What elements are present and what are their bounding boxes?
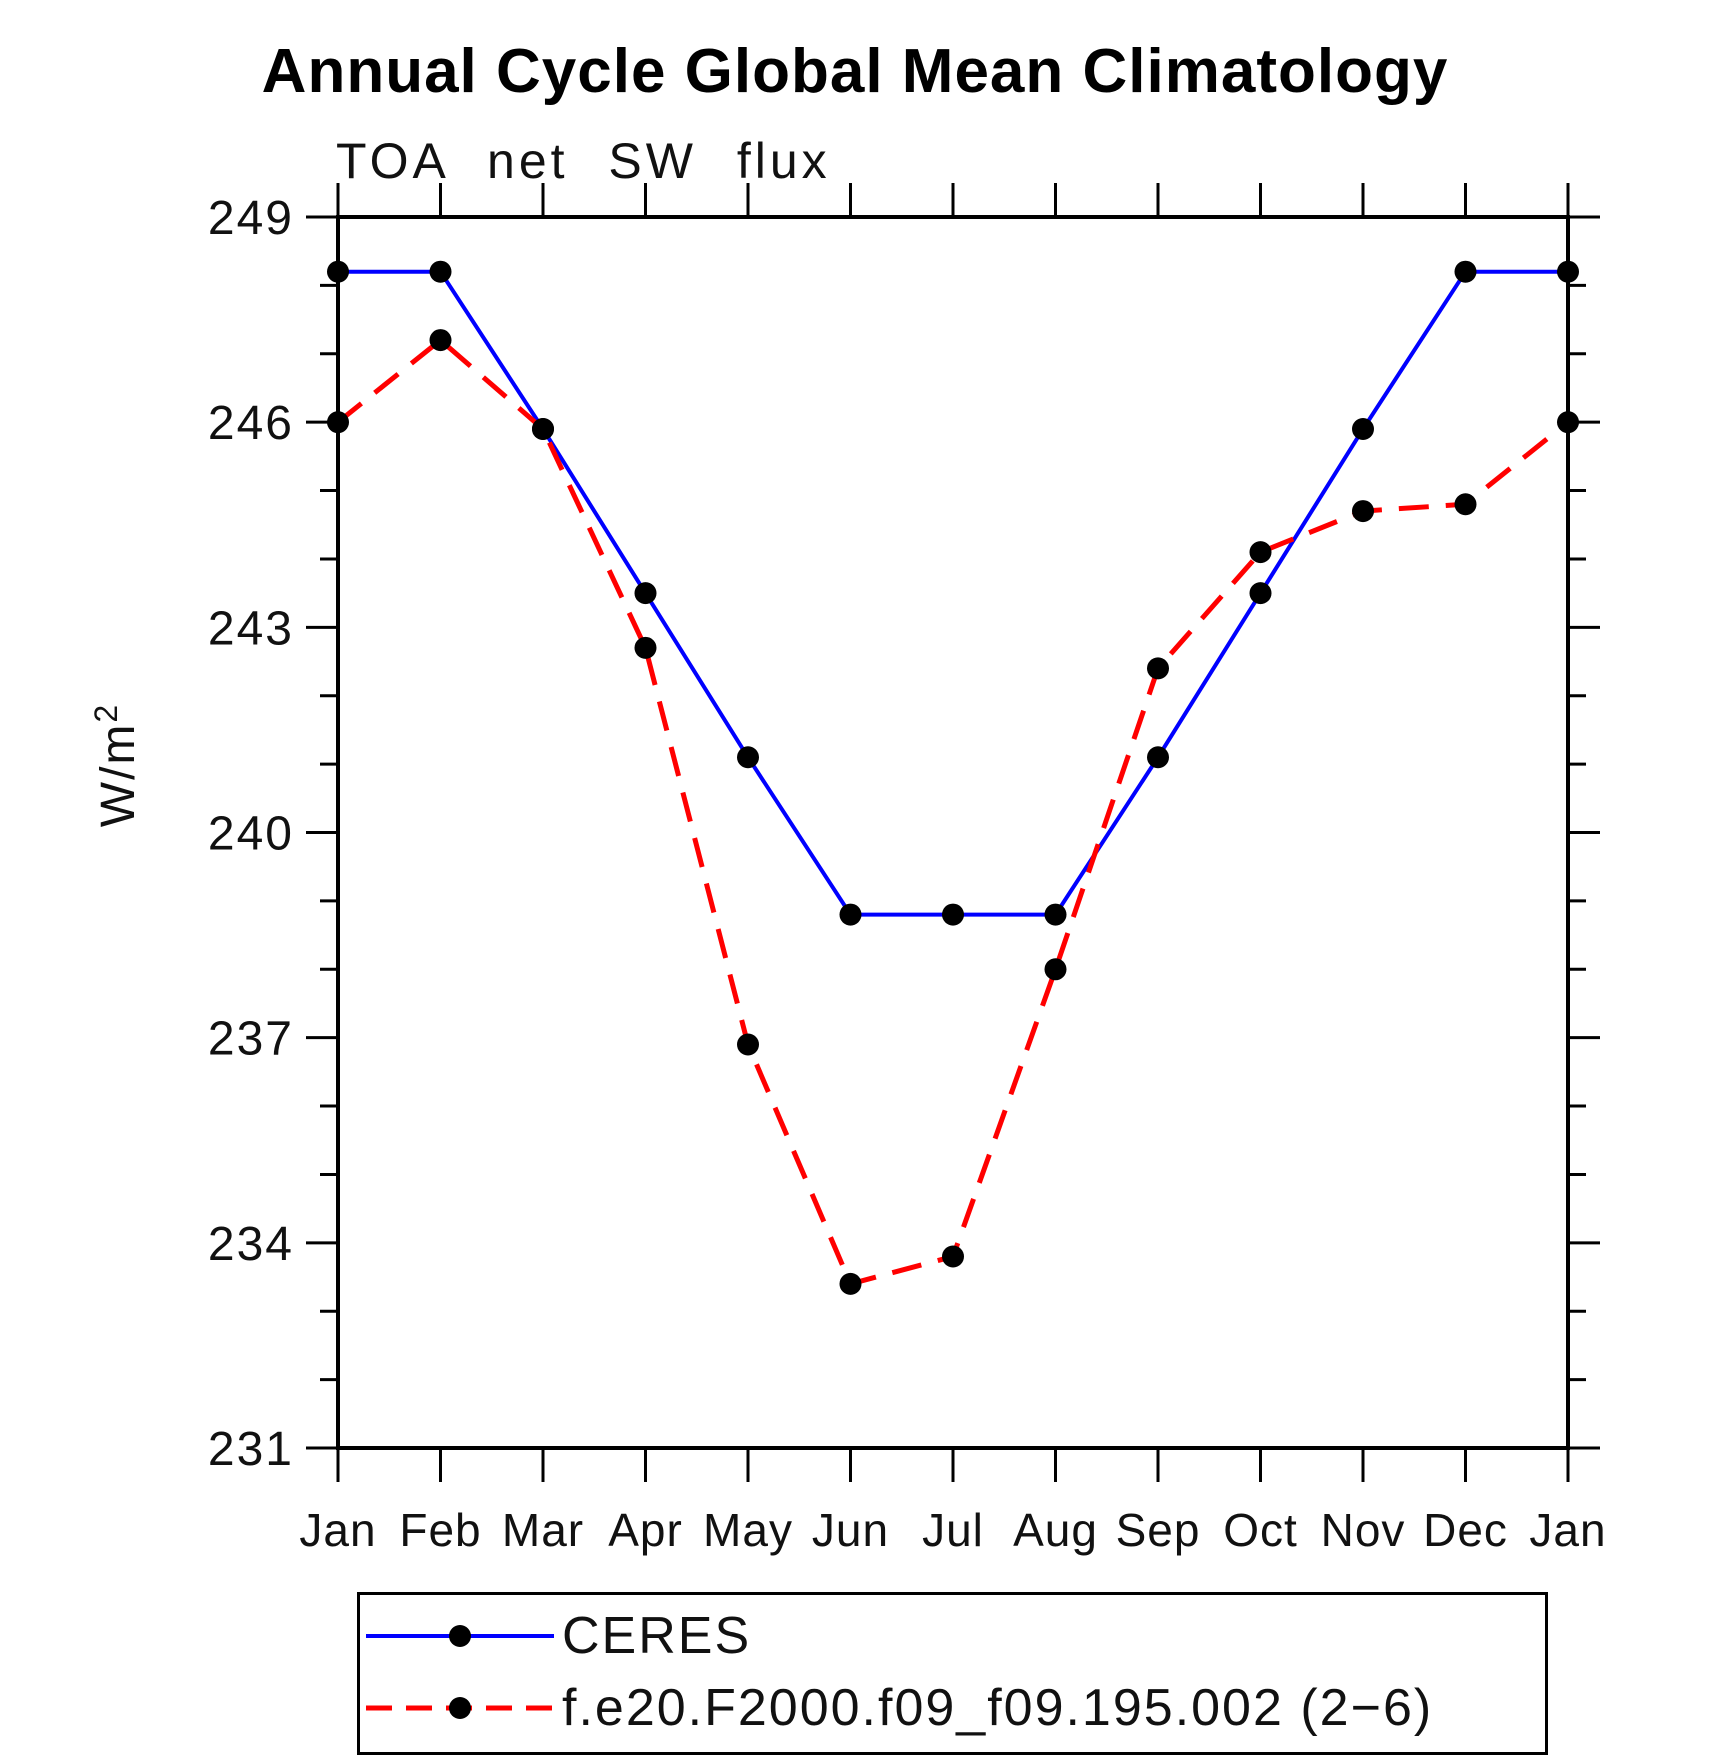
legend: CERES f.e20.F2000.f09_f09.195.002 (2−6) (357, 1592, 1548, 1755)
chart-subtitle: TOA net SW flux (336, 133, 831, 189)
x-tick-label: Mar (502, 1504, 584, 1556)
marker-1-Nov (1352, 500, 1374, 523)
x-tick-label: Apr (608, 1504, 683, 1556)
marker-0-Apr (634, 582, 657, 605)
x-tick-label: Aug (1013, 1504, 1098, 1556)
marker-1-Feb (429, 329, 452, 352)
x-tick-label: Feb (399, 1504, 481, 1556)
y-tick-label: 234 (208, 1218, 294, 1271)
marker-0-Oct (1249, 582, 1272, 605)
marker-1-Jan (1557, 411, 1579, 434)
marker-0-May (737, 746, 759, 769)
marker-0-Jun (839, 903, 862, 926)
legend-marker-dot (449, 1697, 471, 1719)
x-tick-label: Nov (1321, 1504, 1406, 1556)
legend-label-ceres: CERES (562, 1607, 752, 1665)
y-tick-label: 237 (208, 1013, 294, 1066)
legend-item-ceres: CERES (360, 1600, 1545, 1672)
marker-1-Apr (634, 636, 657, 659)
series-line-1 (336, 336, 1570, 1287)
marker-1-Mar (532, 418, 554, 441)
y-tick-label: 231 (208, 1423, 294, 1476)
legend-label-model: f.e20.F2000.f09_f09.195.002 (2−6) (562, 1679, 1434, 1737)
marker-1-Aug (1044, 958, 1067, 981)
marker-0-Jul (942, 903, 964, 926)
x-tick-label: Oct (1223, 1504, 1298, 1556)
y-tick-label: 249 (208, 192, 294, 245)
marker-0-Jan (1557, 260, 1579, 283)
marker-0-Aug (1044, 903, 1067, 926)
y-tick-label: 243 (208, 602, 294, 655)
x-tick-label: Jan (1529, 1504, 1606, 1556)
marker-0-Feb (429, 260, 452, 283)
x-tick-label: Jan (299, 1504, 376, 1556)
series-line-0 (338, 269, 1568, 917)
x-tick-label: Sep (1116, 1504, 1201, 1556)
legend-item-model: f.e20.F2000.f09_f09.195.002 (2−6) (360, 1672, 1545, 1744)
marker-0-Sep (1147, 746, 1169, 769)
marker-1-Dec (1454, 493, 1477, 516)
x-tick-label: Jun (812, 1504, 889, 1556)
y-tick-label: 246 (208, 397, 294, 450)
marker-1-Jan (327, 411, 349, 434)
marker-0-Jan (327, 260, 349, 283)
marker-1-Jul (942, 1245, 964, 1268)
x-tick-label: Dec (1423, 1504, 1508, 1556)
x-tick-label: Jul (922, 1504, 984, 1556)
marker-0-Dec (1454, 260, 1477, 283)
marker-1-Oct (1249, 541, 1272, 564)
legend-sample-ceres-line (366, 1625, 554, 1647)
legend-sample-model-line (366, 1697, 554, 1719)
legend-marker-dot (449, 1625, 471, 1647)
y-tick-label: 240 (208, 808, 294, 861)
x-axis-ticks: Jan Feb Mar Apr May Jun Jul Aug Sep Oct Nov Dec Jan (299, 183, 1606, 1556)
marker-0-Nov (1352, 418, 1374, 441)
x-tick-label: May (703, 1504, 793, 1556)
y-axis-ticks: 231 234 237 240 243 246 249 (208, 192, 1600, 1476)
chart-title: Annual Cycle Global Mean Climatology (261, 37, 1449, 106)
marker-1-Sep (1147, 657, 1169, 680)
marker-1-May (737, 1033, 759, 1056)
marker-1-Jun (839, 1272, 862, 1295)
